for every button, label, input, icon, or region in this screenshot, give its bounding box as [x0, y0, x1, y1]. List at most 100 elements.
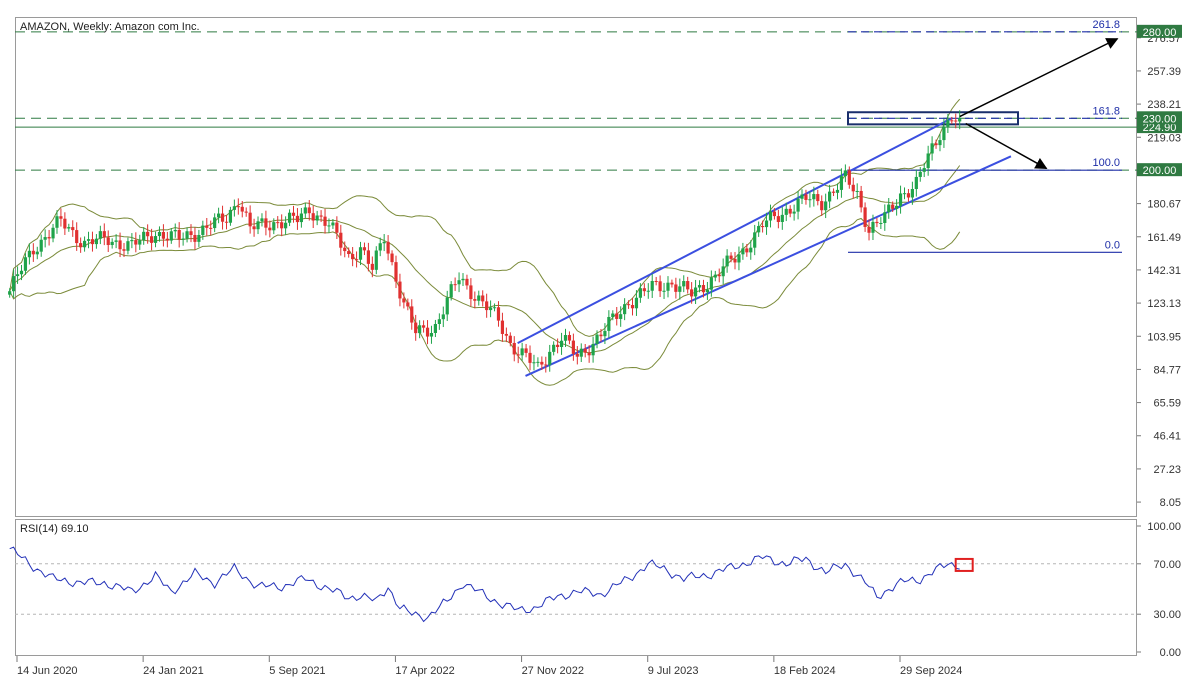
candle-body — [556, 344, 560, 348]
candle-body — [378, 243, 382, 251]
candle — [264, 210, 268, 236]
candle-body — [615, 313, 619, 319]
candle-body — [922, 168, 926, 172]
candle — [918, 167, 922, 182]
candle-body — [138, 240, 142, 245]
candle — [808, 191, 812, 208]
candle-body — [895, 205, 899, 209]
candle — [552, 341, 556, 356]
candle — [327, 218, 331, 233]
candle — [82, 236, 87, 252]
candle — [75, 222, 79, 251]
candle — [780, 207, 784, 230]
candle — [343, 241, 347, 258]
candle-body — [563, 335, 568, 341]
candle — [485, 293, 489, 318]
candle-body — [816, 194, 820, 202]
candle-body — [268, 227, 272, 231]
candle — [800, 189, 804, 205]
candle-body — [193, 234, 197, 242]
candle — [528, 345, 532, 371]
candle-body — [110, 241, 114, 246]
candle — [524, 343, 528, 358]
candle — [374, 246, 378, 275]
candle — [153, 231, 158, 248]
price-tick-label: 65.59 — [1153, 398, 1181, 410]
candle — [272, 218, 276, 235]
candle-body — [658, 281, 662, 292]
candle-body — [642, 288, 646, 292]
candle-body — [492, 307, 497, 309]
candle — [804, 189, 808, 205]
candle-body — [693, 287, 698, 297]
candle-body — [418, 325, 422, 334]
candle — [429, 325, 434, 344]
candle-body — [654, 280, 658, 282]
candle-body — [753, 232, 757, 248]
candle-body — [122, 249, 126, 251]
candle-body — [859, 190, 863, 208]
price-tick-label: 27.23 — [1153, 464, 1181, 476]
price-level-box — [1137, 111, 1182, 125]
candle-body — [760, 226, 765, 228]
candle — [414, 314, 418, 341]
candle-body — [583, 348, 587, 353]
time-x-axis: 14 Jun 2020 24 Jan 2021 5 Sep 2021 17 Apr 2… — [16, 656, 962, 677]
rsi-line — [9, 546, 960, 623]
candle — [579, 343, 583, 363]
candle-body — [626, 304, 631, 306]
candle — [477, 290, 481, 306]
candle-body — [520, 348, 524, 356]
candle — [686, 276, 690, 294]
candle-body — [559, 340, 564, 348]
price-tick-label: 8.05 — [1160, 497, 1181, 509]
candle-body — [228, 209, 233, 223]
candle — [161, 224, 166, 247]
candle-body — [575, 353, 579, 357]
candle-body — [362, 247, 367, 251]
candle — [280, 214, 284, 237]
rsi-tick-label: 70.00 — [1153, 559, 1181, 571]
candle-body — [630, 304, 635, 309]
candle-body — [43, 237, 47, 240]
candle-body — [587, 352, 591, 356]
candle-body — [824, 201, 828, 211]
candle-body — [958, 118, 962, 122]
candle — [788, 205, 792, 218]
candle-body — [429, 332, 434, 337]
bb-upper-line — [9, 98, 961, 337]
candle-body — [918, 171, 922, 177]
candle — [721, 258, 725, 285]
candle — [299, 207, 303, 228]
fib-level-label: 100.0 — [1092, 157, 1120, 169]
candle — [311, 205, 315, 229]
candle-body — [284, 222, 288, 229]
candle — [59, 208, 63, 227]
candle-body — [910, 189, 914, 198]
candle-body — [473, 299, 477, 301]
candle — [760, 220, 765, 233]
candle — [31, 243, 35, 262]
candle — [386, 235, 390, 261]
candle-body — [776, 216, 780, 222]
candle-body — [437, 319, 441, 325]
candle-body — [891, 204, 895, 209]
candle — [776, 209, 780, 229]
candle — [63, 212, 67, 235]
candle-body — [205, 225, 209, 228]
candle — [512, 336, 516, 362]
candle-body — [445, 297, 449, 315]
price-panel-frame — [15, 17, 1137, 517]
candle — [55, 210, 59, 234]
candle-body — [902, 193, 907, 195]
candle — [938, 133, 942, 152]
candle — [595, 330, 599, 349]
candle — [205, 217, 209, 236]
candle-body — [106, 237, 110, 246]
candle-body — [130, 240, 134, 242]
candle-body — [173, 229, 177, 232]
candle-body — [457, 280, 461, 285]
rsi-tick-label: 0.00 — [1160, 647, 1181, 659]
candle — [942, 118, 946, 148]
candle — [217, 207, 221, 224]
